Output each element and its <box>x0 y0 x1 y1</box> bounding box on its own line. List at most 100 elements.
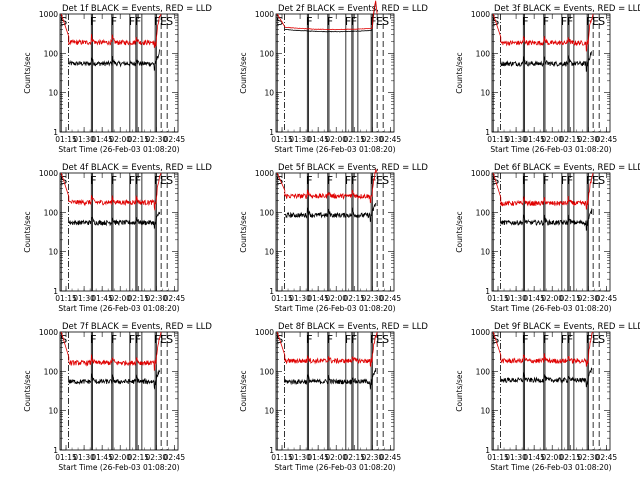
event-marker-label: F <box>135 174 141 187</box>
x-tick-label: 01:30 <box>289 294 311 303</box>
x-tick-label: 01:30 <box>505 294 527 303</box>
event-marker-label: F <box>327 174 333 187</box>
x-tick-label: 01:15 <box>271 294 293 303</box>
x-tick-label: 01:45 <box>91 135 113 144</box>
x-tick-label: 02:45 <box>380 294 402 303</box>
panel-title: Det 4f BLACK = Events, RED = LLD <box>62 163 212 173</box>
x-tick-label: 01:45 <box>307 294 329 303</box>
x-tick-label: 02:45 <box>380 135 402 144</box>
y-axis-label: Counts/sec <box>455 211 464 252</box>
event-marker-label: S <box>276 15 283 28</box>
x-tick-label: 02:30 <box>362 294 384 303</box>
event-marker-label: S <box>276 174 283 187</box>
y-tick-label: 1 <box>53 287 58 296</box>
event-marker-label: F <box>370 333 376 346</box>
y-axis-label: Counts/sec <box>23 52 32 93</box>
y-tick-label: 10 <box>480 407 490 416</box>
x-axis-label: Start Time (26-Feb-03 01:08:20) <box>274 145 395 154</box>
series-events-line <box>500 208 593 231</box>
y-tick-label: 1 <box>485 446 490 455</box>
plot-frame <box>491 172 611 292</box>
event-marker-label: S <box>382 333 389 346</box>
panel-title: Det 8f BLACK = Events, RED = LLD <box>278 322 428 332</box>
y-tick-label: 10 <box>480 248 490 257</box>
event-marker-label: F <box>306 333 312 346</box>
x-tick-label: 02:30 <box>146 453 168 462</box>
event-marker-label: F <box>135 333 141 346</box>
x-tick-label: 01:15 <box>271 135 293 144</box>
y-tick-label: 10 <box>264 248 274 257</box>
event-marker-label: E <box>592 333 599 346</box>
x-tick-label: 02:45 <box>164 294 186 303</box>
event-marker-label: F <box>567 15 573 28</box>
panel-det-5: Det 5f BLACK = Events, RED = LLD Counts/s… <box>239 163 428 313</box>
x-tick-label: 01:45 <box>91 294 113 303</box>
event-marker-label: F <box>129 174 135 187</box>
y-tick-label: 10 <box>264 407 274 416</box>
event-marker-label: S <box>166 15 173 28</box>
y-tick-label: 1 <box>485 128 490 137</box>
x-tick-label: 02:30 <box>578 453 600 462</box>
event-marker-label: F <box>561 15 567 28</box>
series-events-line <box>68 211 161 230</box>
x-tick-label: 02:00 <box>325 453 347 462</box>
x-axis-label: Start Time (26-Feb-03 01:08:20) <box>58 463 179 472</box>
panel-title: Det 2f BLACK = Events, RED = LLD <box>278 4 428 14</box>
x-tick-label: 02:00 <box>109 294 131 303</box>
x-tick-label: 01:15 <box>487 135 509 144</box>
event-marker-label: F <box>543 15 549 28</box>
event-marker-label: S <box>598 15 605 28</box>
event-marker-label: F <box>129 333 135 346</box>
x-tick-label: 02:15 <box>343 453 365 462</box>
y-tick-label: 1000 <box>255 169 274 178</box>
x-tick-label: 02:15 <box>127 135 149 144</box>
event-marker-label: E <box>160 174 167 187</box>
x-tick-label: 01:15 <box>55 294 77 303</box>
y-tick-label: 1000 <box>39 169 58 178</box>
series-events-line <box>284 367 377 390</box>
x-tick-label: 02:30 <box>578 294 600 303</box>
event-marker-label: F <box>154 333 160 346</box>
x-tick-label: 02:30 <box>362 135 384 144</box>
x-tick-label: 02:00 <box>109 453 131 462</box>
y-tick-label: 100 <box>44 208 59 217</box>
x-tick-label: 01:15 <box>55 135 77 144</box>
panel-det-6: Det 6f BLACK = Events, RED = LLD Counts/s… <box>455 163 640 313</box>
plot-frame <box>491 13 611 133</box>
event-marker-label: F <box>345 15 351 28</box>
plot-frame <box>275 172 395 292</box>
event-marker-label: F <box>90 333 96 346</box>
event-marker-label: E <box>592 174 599 187</box>
x-tick-label: 01:45 <box>523 453 545 462</box>
panel-det-4: Det 4f BLACK = Events, RED = LLD Counts/s… <box>23 163 212 313</box>
y-tick-label: 1000 <box>471 10 490 19</box>
x-tick-label: 02:00 <box>541 135 563 144</box>
plot-frame <box>59 13 179 133</box>
series-lld-line <box>60 331 162 372</box>
x-tick-label: 02:45 <box>164 453 186 462</box>
x-tick-label: 02:15 <box>127 294 149 303</box>
x-tick-label: 02:00 <box>541 294 563 303</box>
panel-title: Det 6f BLACK = Events, RED = LLD <box>494 163 640 173</box>
event-marker-label: E <box>160 333 167 346</box>
event-marker-label: F <box>543 174 549 187</box>
x-tick-label: 02:30 <box>146 294 168 303</box>
panel-title: Det 7f BLACK = Events, RED = LLD <box>62 322 212 332</box>
event-marker-label: F <box>567 174 573 187</box>
event-marker-label: F <box>135 15 141 28</box>
event-marker-label: F <box>154 15 160 28</box>
x-tick-label: 01:45 <box>91 453 113 462</box>
x-axis-label: Start Time (26-Feb-03 01:08:20) <box>274 463 395 472</box>
y-tick-label: 10 <box>48 407 58 416</box>
series-events-line <box>68 369 161 390</box>
x-tick-label: 01:30 <box>505 135 527 144</box>
x-tick-label: 01:30 <box>73 453 95 462</box>
y-axis-label: Counts/sec <box>455 52 464 93</box>
y-tick-label: 100 <box>44 367 59 376</box>
y-tick-label: 100 <box>476 367 491 376</box>
plot-frame <box>59 331 179 451</box>
x-tick-label: 01:15 <box>487 294 509 303</box>
event-marker-label: F <box>111 333 117 346</box>
event-marker-label: F <box>586 174 592 187</box>
